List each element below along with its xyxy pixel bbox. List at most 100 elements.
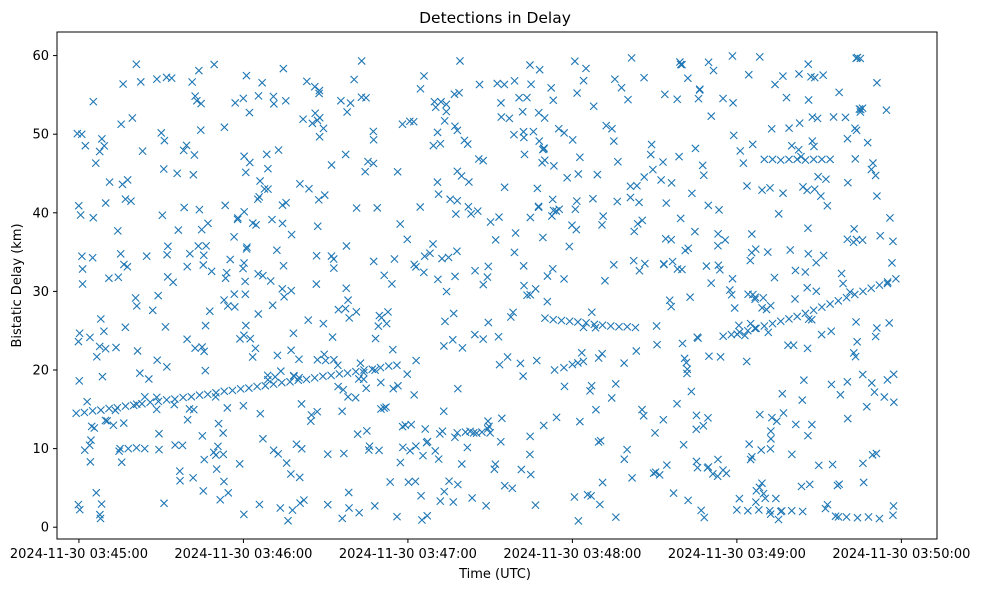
clutter-point [479,280,488,289]
clutter-point [707,112,716,121]
clutter-point [453,384,462,393]
clutter-point [86,457,95,466]
clutter-point [823,201,832,210]
clutter-point [376,378,385,387]
clutter-point [199,251,208,260]
clutter-point [766,444,775,453]
track-point [565,317,574,326]
clutter-point [474,155,483,164]
clutter-point [579,76,588,85]
clutter-point [534,202,543,211]
clutter-point [398,422,407,431]
clutter-point [248,353,257,362]
clutter-point [382,403,391,412]
clutter-point [119,80,128,89]
clutter-point [87,422,96,431]
clutter-point [728,274,737,283]
clutter-point [197,225,206,234]
clutter-point [255,192,264,201]
clutter-point [195,205,204,214]
clutter-point [714,229,723,238]
track-point [765,506,774,515]
clutter-point [500,183,509,192]
clutter-point [630,227,639,236]
clutter-point [500,80,509,89]
clutter-point [440,116,449,125]
clutter-point [715,205,724,214]
track-point [132,443,141,452]
track-point [461,428,470,437]
clutter-point [581,64,590,73]
clutter-point [526,470,535,479]
clutter-point [804,315,813,324]
clutter-point [819,251,828,260]
clutter-point [136,77,145,86]
track-point [809,155,818,164]
clutter-point [421,425,430,434]
clutter-point [774,515,783,524]
clutter-point [279,64,288,73]
clutter-point [371,366,380,375]
clutter-point [675,58,684,67]
clutter-point [740,331,749,340]
track-point [579,357,588,366]
clutter-point [315,89,324,98]
clutter-point [651,468,660,477]
clutter-point [398,120,407,129]
clutter-point [868,159,877,168]
clutter-point [744,290,753,299]
plot-frame [56,31,938,540]
clutter-point [101,416,110,425]
clutter-point [563,173,572,182]
clutter-point [549,206,558,215]
clutter-point [436,139,445,148]
clutter-point [673,399,682,408]
clutter-point [684,496,693,505]
clutter-point [220,296,229,305]
clutter-point [863,138,872,147]
clutter-point [281,96,290,105]
clutter-point [533,184,542,193]
clutter-point [853,337,862,346]
clutter-point [704,352,713,361]
track-point [384,362,393,371]
clutter-point [510,248,519,257]
clutter-point [99,327,108,336]
clutter-point [183,335,192,344]
clutter-point [728,51,737,60]
clutter-point [759,293,768,302]
clutter-point [888,511,897,520]
track-point [883,277,892,286]
clutter-point [577,348,586,357]
clutter-point [736,146,745,155]
clutter-point [119,260,128,269]
clutter-point [702,262,711,271]
clutter-point [235,459,244,468]
clutter-point [872,449,881,458]
track-point [776,317,785,326]
clutter-point [626,182,635,191]
clutter-point [96,514,105,523]
clutter-point [843,377,852,386]
clutter-point [319,319,328,328]
clutter-point [342,241,351,250]
track-point [154,397,163,406]
clutter-point [198,343,207,352]
clutter-point [393,512,401,521]
clutter-point [867,378,876,387]
clutter-point [220,123,229,132]
clutter-point [97,500,106,509]
clutter-point [639,411,648,420]
clutter-point [862,402,871,411]
clutter-point [617,83,626,92]
clutter-point [746,256,755,265]
clutter-point [338,514,347,523]
clutter-point [725,286,734,295]
clutter-point [632,181,641,190]
clutter-point [548,264,557,273]
clutter-point [758,186,767,195]
clutter-point [119,419,128,428]
clutter-point [223,403,232,412]
clutter-point [885,318,894,327]
